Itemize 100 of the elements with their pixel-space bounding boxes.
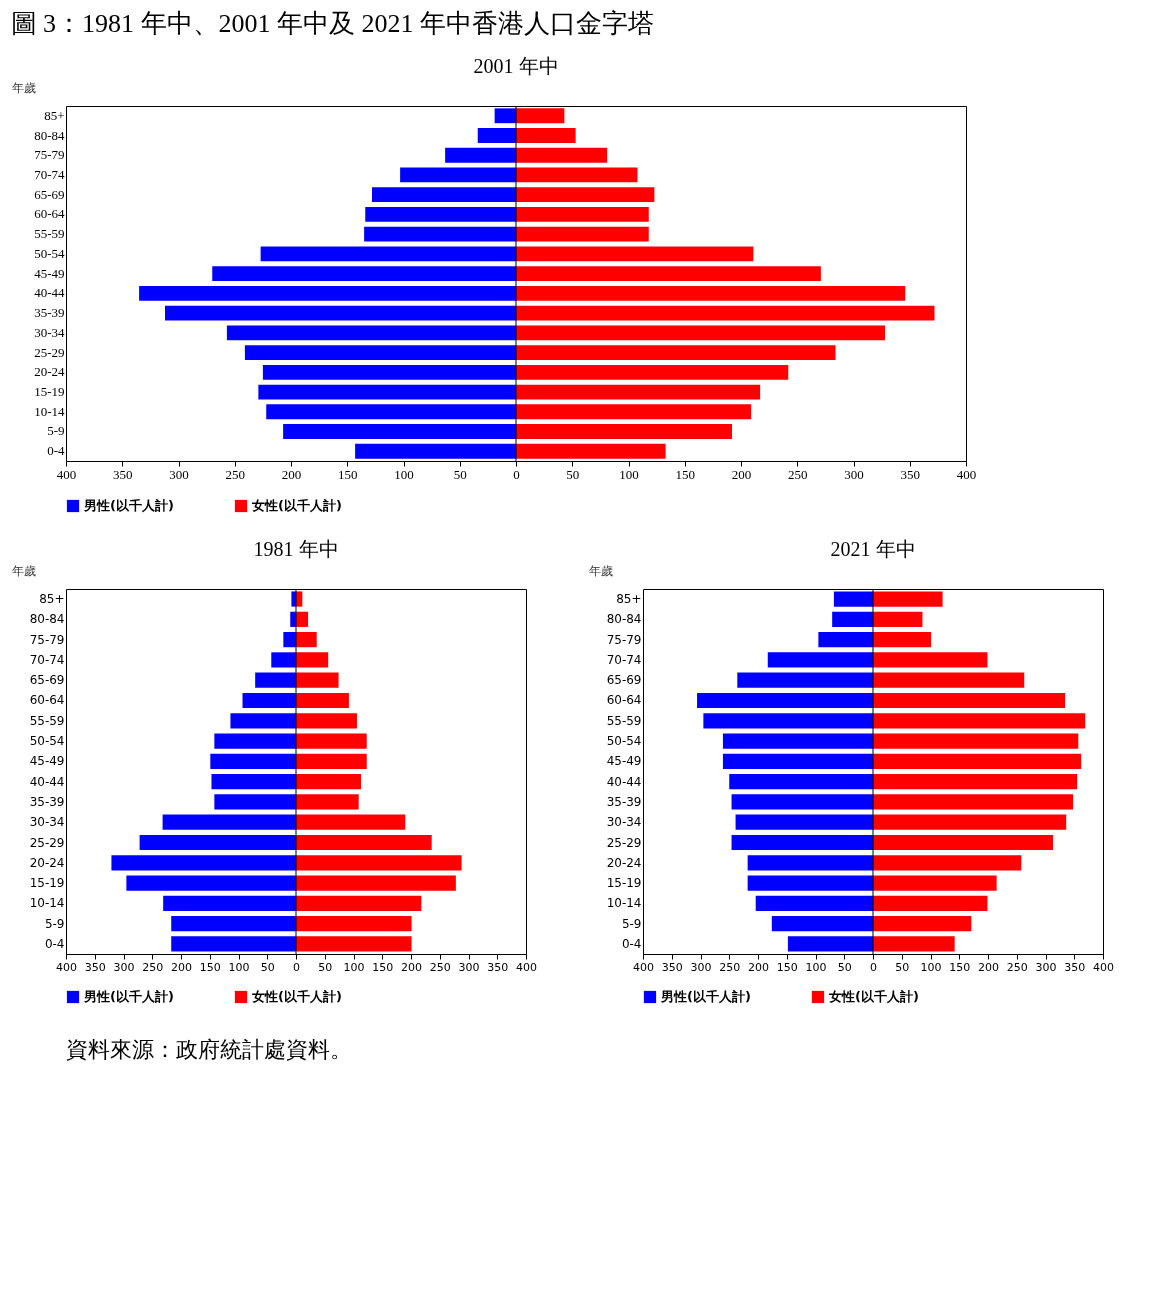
legend-label: 男性(以千人計) (83, 989, 174, 1004)
x-tick-label: 350 (900, 466, 920, 482)
x-tick-label: 200 (731, 466, 752, 482)
bar (296, 814, 406, 830)
bar (873, 692, 1066, 709)
bar (296, 713, 357, 729)
x-tick-label: 50 (837, 960, 852, 974)
y-tick-label: 80-84 (606, 612, 642, 627)
x-tick-label: 100 (805, 960, 827, 974)
x-tick-label: 250 (1006, 960, 1028, 974)
bar (737, 672, 873, 688)
y-tick-label: 20-24 (606, 855, 642, 870)
bar (873, 611, 923, 627)
x-tick-label: 100 (920, 960, 942, 974)
bar (755, 895, 873, 911)
y-tick-label: 20-24 (29, 855, 65, 870)
bar (296, 794, 359, 810)
caption: 圖 3：1981 年中、2001 年中及 2021 年中香港人口金字塔 (10, 8, 654, 38)
bar (296, 774, 361, 790)
x-tick-label: 250 (225, 466, 245, 482)
bar (262, 364, 516, 380)
bar (516, 364, 789, 380)
y-tick-label: 70-74 (606, 652, 642, 667)
y-tick-label: 5-9 (47, 423, 65, 439)
x-tick-label: 300 (169, 466, 189, 482)
x-tick-label: 350 (487, 960, 509, 974)
y-tick-label: 25-29 (34, 344, 65, 360)
y-tick-label: 30-34 (606, 815, 642, 830)
bar (255, 672, 296, 688)
bar (873, 591, 943, 607)
bar (165, 305, 516, 321)
bar (296, 652, 329, 668)
y-tick-label: 55-59 (34, 226, 65, 242)
bar (296, 672, 339, 688)
bar (296, 733, 367, 749)
y-tick-label: 50-54 (34, 245, 65, 261)
x-tick-label: 100 (619, 466, 639, 482)
y-tick-label: 85+ (39, 592, 65, 607)
x-tick-label: 50 (566, 466, 580, 482)
bar (729, 774, 873, 790)
bar (731, 834, 873, 851)
y-axis-title: 年歲 (11, 80, 36, 95)
y-tick-label: 80-84 (34, 127, 65, 143)
y-tick-label: 15-19 (34, 384, 65, 400)
x-tick-label: 300 (690, 960, 712, 974)
x-tick-label: 300 (844, 466, 864, 482)
y-tick-label: 85+ (616, 592, 642, 607)
bar (296, 611, 309, 627)
y-tick-label: 0-4 (47, 443, 65, 459)
x-tick-label: 200 (748, 960, 769, 974)
y-tick-label: 35-39 (29, 794, 65, 809)
y-tick-label: 25-29 (29, 835, 65, 850)
x-tick-label: 250 (788, 466, 808, 482)
x-tick-label: 250 (142, 960, 164, 974)
bar (767, 652, 873, 668)
y-tick-label: 45-49 (29, 754, 65, 769)
bar (111, 855, 296, 871)
y-tick-label: 45-49 (34, 265, 65, 281)
bar (244, 345, 516, 360)
bar (171, 936, 296, 952)
bar (296, 692, 349, 709)
bar (365, 207, 516, 222)
y-tick-label: 65-69 (606, 673, 642, 688)
bar (722, 733, 873, 749)
bar (258, 384, 516, 400)
x-tick-label: 50 (453, 466, 467, 482)
y-tick-label: 0-4 (621, 936, 642, 951)
bar (445, 147, 516, 163)
y-tick-label: 20-24 (34, 364, 65, 380)
y-tick-label: 65-69 (29, 673, 65, 688)
bar (787, 936, 873, 952)
bar (873, 632, 932, 648)
y-tick-label: 10-14 (34, 403, 65, 419)
y-tick-label: 10-14 (29, 896, 65, 911)
y-tick-label: 35-39 (606, 794, 642, 809)
bar (722, 753, 873, 769)
y-tick-label: 60-64 (606, 693, 642, 708)
y-tick-label: 15-19 (29, 876, 65, 891)
bar (296, 753, 367, 769)
bar (163, 895, 296, 911)
bar (516, 226, 649, 242)
bar (873, 672, 1025, 688)
y-tick-label: 65-69 (34, 186, 65, 202)
bar (873, 713, 1086, 729)
bar (283, 424, 516, 439)
x-tick-label: 200 (281, 466, 302, 482)
bar (873, 834, 1053, 851)
bar (873, 733, 1079, 749)
y-tick-label: 5-9 (44, 916, 65, 931)
y-tick-label: 0-4 (44, 936, 65, 951)
bar (212, 266, 516, 282)
bar (296, 895, 422, 911)
bar (242, 692, 296, 709)
bar (400, 167, 516, 183)
y-tick-label: 85+ (44, 107, 65, 123)
bar (731, 794, 873, 810)
x-tick-label: 200 (171, 960, 192, 974)
bar (516, 305, 935, 321)
legend-label: 男性(以千人計) (660, 989, 751, 1004)
y-tick-label: 55-59 (606, 713, 642, 728)
